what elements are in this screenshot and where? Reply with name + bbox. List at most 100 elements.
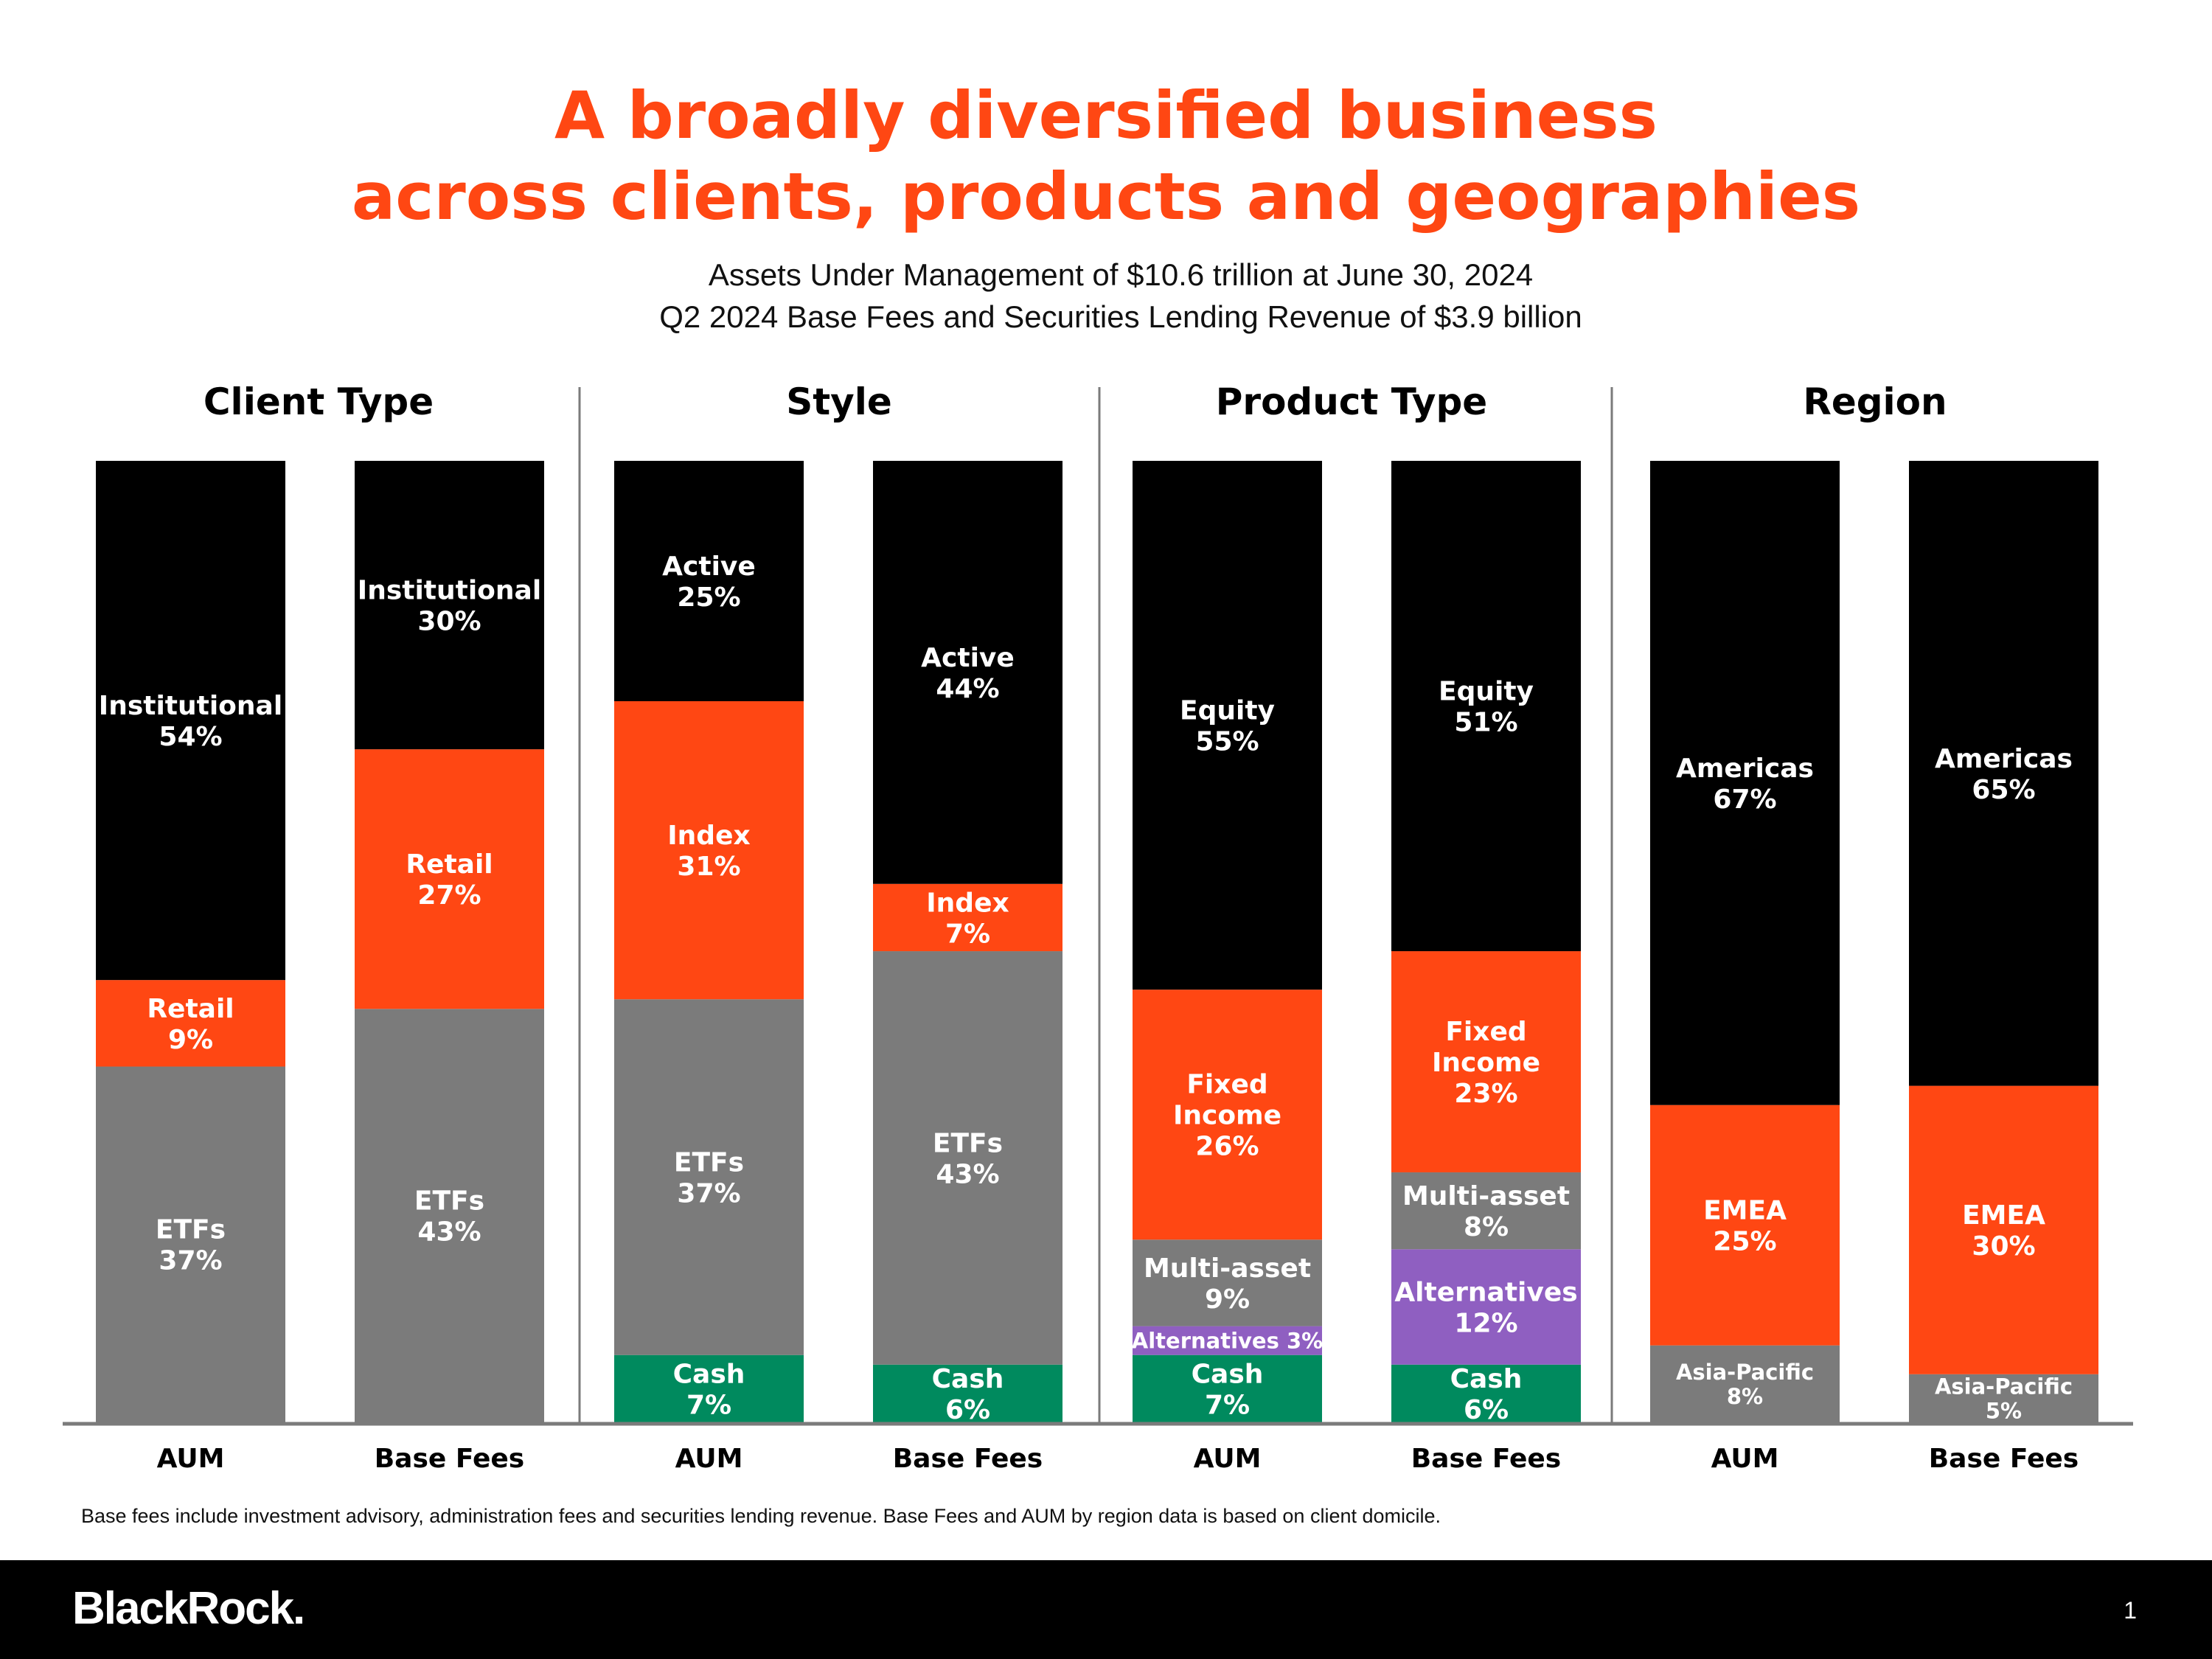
bar-segment-region-aum-americas (1650, 461, 1840, 1105)
group-title-product-type: Product Type (1216, 380, 1487, 423)
bar-segment-product-type-base-fees-multi-asset (1391, 1172, 1581, 1250)
data-label-line: 25% (1713, 1227, 1776, 1257)
data-label-line: EMEA (1962, 1200, 2045, 1231)
bar-segment-style-base-fees-cash (873, 1364, 1062, 1422)
data-label-line: Cash (673, 1359, 745, 1389)
x-tick-label-client-type-base-fees: Base Fees (375, 1444, 525, 1474)
data-label-line: 5% (1986, 1398, 2022, 1423)
data-label-line: 51% (1454, 707, 1517, 737)
bar-segment-region-aum-asia-pacific (1650, 1345, 1840, 1422)
data-label-client-type-base-fees-etfs: ETFs 43% (414, 1186, 484, 1248)
data-label-client-type-aum-retail: Retail 9% (147, 994, 234, 1055)
bar-segment-client-type-aum-retail (96, 980, 285, 1067)
x-tick-label-region-aum: AUM (1711, 1444, 1779, 1474)
data-label-client-type-base-fees-retail: Retail 27% (406, 849, 493, 911)
bar-segment-client-type-base-fees-retail (355, 749, 544, 1009)
data-label-line: 37% (159, 1246, 222, 1276)
x-tick-label-style-aum: AUM (675, 1444, 743, 1474)
data-label-line: Retail (406, 849, 493, 880)
data-label-line: 6% (1464, 1395, 1509, 1425)
data-label-product-type-base-fees-cash: Cash 6% (1450, 1364, 1523, 1425)
data-label-line: 7% (1205, 1390, 1250, 1420)
data-label-region-aum-emea: EMEA 25% (1703, 1196, 1787, 1257)
data-label-line: Active (662, 552, 756, 582)
data-label-line: Multi-asset (1402, 1181, 1570, 1211)
bar-segment-product-type-aum-cash (1133, 1354, 1322, 1422)
data-label-line: Income (1432, 1048, 1540, 1078)
data-label-product-type-aum-alternatives: Alternatives 3% (1132, 1329, 1323, 1354)
data-label-line: 26% (1195, 1132, 1259, 1162)
data-label-product-type-base-fees-fixed-income: Fixed Income 23% (1432, 1017, 1540, 1109)
data-label-line: Cash (932, 1364, 1004, 1394)
bar-segment-style-aum-index (614, 701, 804, 1000)
data-label-line: Cash (1192, 1359, 1264, 1389)
data-label-style-base-fees-index: Index 7% (926, 888, 1009, 949)
data-label-line: Cash (1450, 1364, 1523, 1394)
data-label-line: Alternatives (1394, 1277, 1577, 1307)
data-label-style-aum-etfs: ETFs 37% (674, 1147, 744, 1208)
data-label-line: 7% (945, 919, 990, 949)
data-label-style-aum-cash: Cash 7% (673, 1359, 745, 1420)
data-label-line: Equity (1180, 696, 1275, 726)
page-number: 1 (2124, 1597, 2137, 1624)
data-label-region-aum-americas: Americas 67% (1676, 754, 1814, 815)
data-label-line: ETFs (414, 1186, 484, 1217)
data-label-line: 8% (1727, 1384, 1763, 1409)
bar-segment-region-base-fees-americas (1909, 461, 2098, 1086)
bar-segment-client-type-base-fees-institutional (355, 461, 544, 750)
data-label-line: 31% (677, 852, 740, 882)
bar-segment-product-type-aum-multi-asset (1133, 1239, 1322, 1326)
data-label-line: 25% (677, 582, 740, 613)
x-tick-label-style-base-fees: Base Fees (893, 1444, 1043, 1474)
data-label-line: 67% (1713, 785, 1776, 815)
data-label-line: 54% (159, 722, 222, 752)
data-label-client-type-base-fees-institutional: Institutional 30% (358, 576, 541, 637)
bar-segment-client-type-aum-institutional (96, 461, 285, 981)
data-label-line: EMEA (1703, 1196, 1787, 1226)
group-title-client-type: Client Type (204, 380, 434, 423)
data-label-style-aum-active: Active 25% (662, 552, 756, 613)
data-label-line: 30% (1972, 1231, 2035, 1262)
data-label-style-base-fees-cash: Cash 6% (932, 1364, 1004, 1425)
bar-segment-region-aum-emea (1650, 1105, 1840, 1346)
footer-bar: BlackRock. 1 (0, 1560, 2212, 1659)
data-label-region-base-fees-emea: EMEA 30% (1962, 1200, 2045, 1262)
bar-segment-region-base-fees-asia-pacific (1909, 1374, 2098, 1422)
bar-segment-product-type-base-fees-fixed-income (1391, 951, 1581, 1172)
data-label-line: 23% (1454, 1079, 1517, 1109)
data-label-line: 8% (1464, 1212, 1509, 1242)
page-subtitle: Assets Under Management of $10.6 trillio… (0, 254, 2212, 338)
data-label-style-base-fees-etfs: ETFs 43% (933, 1128, 1003, 1189)
data-label-line: Income (1173, 1101, 1281, 1131)
bar-segment-product-type-aum-fixed-income (1133, 990, 1322, 1240)
data-label-line: Retail (147, 994, 234, 1024)
data-label-line: Fixed (1186, 1070, 1267, 1100)
group-title-style: Style (786, 380, 892, 423)
data-label-client-type-aum-etfs: ETFs 37% (156, 1215, 226, 1276)
data-label-region-base-fees-americas: Americas 65% (1935, 744, 2073, 805)
page-title: A broadly diversified business across cl… (0, 75, 2212, 237)
data-label-line: Institutional (99, 691, 282, 721)
bar-segment-product-type-aum-alternatives (1133, 1326, 1322, 1355)
data-label-line: 27% (417, 880, 481, 911)
data-label-product-type-aum-cash: Cash 7% (1192, 1359, 1264, 1420)
data-label-line: 30% (417, 607, 481, 637)
data-label-line: 43% (936, 1159, 999, 1189)
bar-segment-product-type-aum-equity (1133, 461, 1322, 990)
data-label-line: 12% (1454, 1308, 1517, 1338)
data-label-region-base-fees-asia-pacific: Asia-Pacific 5% (1935, 1374, 2073, 1423)
data-label-line: 55% (1195, 727, 1259, 757)
x-tick-label-region-base-fees: Base Fees (1929, 1444, 2079, 1474)
data-label-line: ETFs (933, 1128, 1003, 1158)
bar-segment-product-type-base-fees-cash (1391, 1364, 1581, 1422)
data-label-line: 6% (945, 1395, 990, 1425)
data-label-line: 65% (1972, 775, 2035, 805)
data-label-line: 37% (677, 1178, 740, 1208)
data-label-line: Americas (1676, 754, 1814, 784)
data-label-line: Fixed (1445, 1017, 1526, 1047)
data-label-line: 7% (686, 1390, 731, 1420)
data-label-line: 44% (936, 674, 999, 704)
subtitle-line-2: Q2 2024 Base Fees and Securities Lending… (659, 299, 1582, 334)
bar-segment-product-type-base-fees-alternatives (1391, 1249, 1581, 1365)
